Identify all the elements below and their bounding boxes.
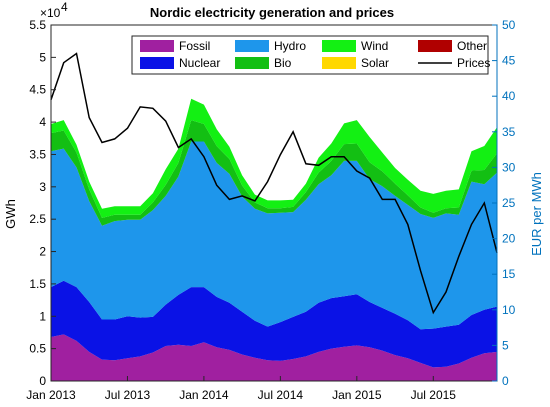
y-left-tick-label: 5: [39, 50, 46, 64]
x-tick-label: Jan 2014: [179, 388, 229, 402]
y-right-tick-label: 45: [502, 54, 516, 68]
x-tick-label: Jul 2015: [411, 388, 457, 402]
legend-label-bio: Bio: [274, 56, 292, 70]
area-nuclear: [51, 280, 497, 368]
y-right-tick-label: 5: [502, 338, 509, 352]
y-right-tick-label: 20: [502, 232, 516, 246]
legend-label-other: Other: [457, 39, 487, 53]
legend-swatch-nuclear: [140, 57, 174, 69]
x-tick-label: Jul 2013: [105, 388, 151, 402]
legend-label-prices: Prices: [457, 56, 490, 70]
left-axis-exponent-power: 4: [61, 0, 68, 14]
x-tick-label: Jan 2015: [332, 388, 382, 402]
y-axis-label-right: EUR per MWh: [529, 172, 544, 256]
chart-title: Nordic electricity generation and prices: [150, 5, 394, 20]
y-right-tick-label: 30: [502, 160, 516, 174]
left-axis-exponent-base: ×10: [40, 6, 61, 20]
y-left-tick-label: 0.5: [29, 342, 46, 356]
legend-label-wind: Wind: [361, 39, 388, 53]
legend-swatch-bio: [235, 57, 269, 69]
y-left-tick-label: 2.5: [29, 212, 46, 226]
y-right-tick-label: 50: [502, 18, 516, 32]
series-line-prices: [50, 52, 498, 315]
legend-swatch-hydro: [235, 40, 269, 52]
y-right-tick-label: 25: [502, 196, 516, 210]
area-bio: [51, 120, 497, 226]
y-right-tick-label: 10: [502, 303, 516, 317]
y-right-tick-label: 40: [502, 89, 516, 103]
legend: Fossil Hydro Wind Other Nuclear Bio Solar Price…: [131, 35, 490, 75]
legend-swatch-fossil: [140, 40, 174, 52]
area-fossil: [51, 334, 497, 381]
y-left-tick-label: 0: [39, 374, 46, 388]
y-left-tick-label: 5.5: [29, 18, 46, 32]
area-wind: [51, 98, 497, 218]
legend-label-nuclear: Nuclear: [179, 56, 220, 70]
y-left-tick-label: 3: [39, 180, 46, 194]
legend-swatch-other: [418, 40, 452, 52]
y-left-tick-label: 1.5: [29, 277, 46, 291]
legend-swatch-wind: [322, 40, 356, 52]
y-left-tick-label: 4.5: [29, 83, 46, 97]
stacked-area-group: [51, 98, 497, 381]
y-left-tick-label: 2: [39, 245, 46, 259]
y-right-tick-label: 15: [502, 267, 516, 281]
y-left-tick-label: 4: [39, 115, 46, 129]
area-hydro: [51, 141, 497, 330]
axis-ticks-group: 0 0.5 1 1.5 2 2.5 3 3.5 4 4.5 5 5.5 0 5 10 15 20 25 30 35 40…: [26, 18, 515, 402]
legend-swatch-solar: [322, 57, 356, 69]
y-right-tick-label: 0: [502, 374, 509, 388]
legend-label-solar: Solar: [361, 56, 389, 70]
legend-label-fossil: Fossil: [179, 39, 210, 53]
y-left-tick-label: 1: [39, 309, 46, 323]
y-axis-label-left: GWh: [3, 199, 18, 229]
x-tick-label: Jul 2014: [258, 388, 304, 402]
y-left-tick-label: 3.5: [29, 147, 46, 161]
x-tick-label: Jan 2013: [26, 388, 76, 402]
y-right-tick-label: 35: [502, 125, 516, 139]
legend-label-hydro: Hydro: [274, 39, 306, 53]
